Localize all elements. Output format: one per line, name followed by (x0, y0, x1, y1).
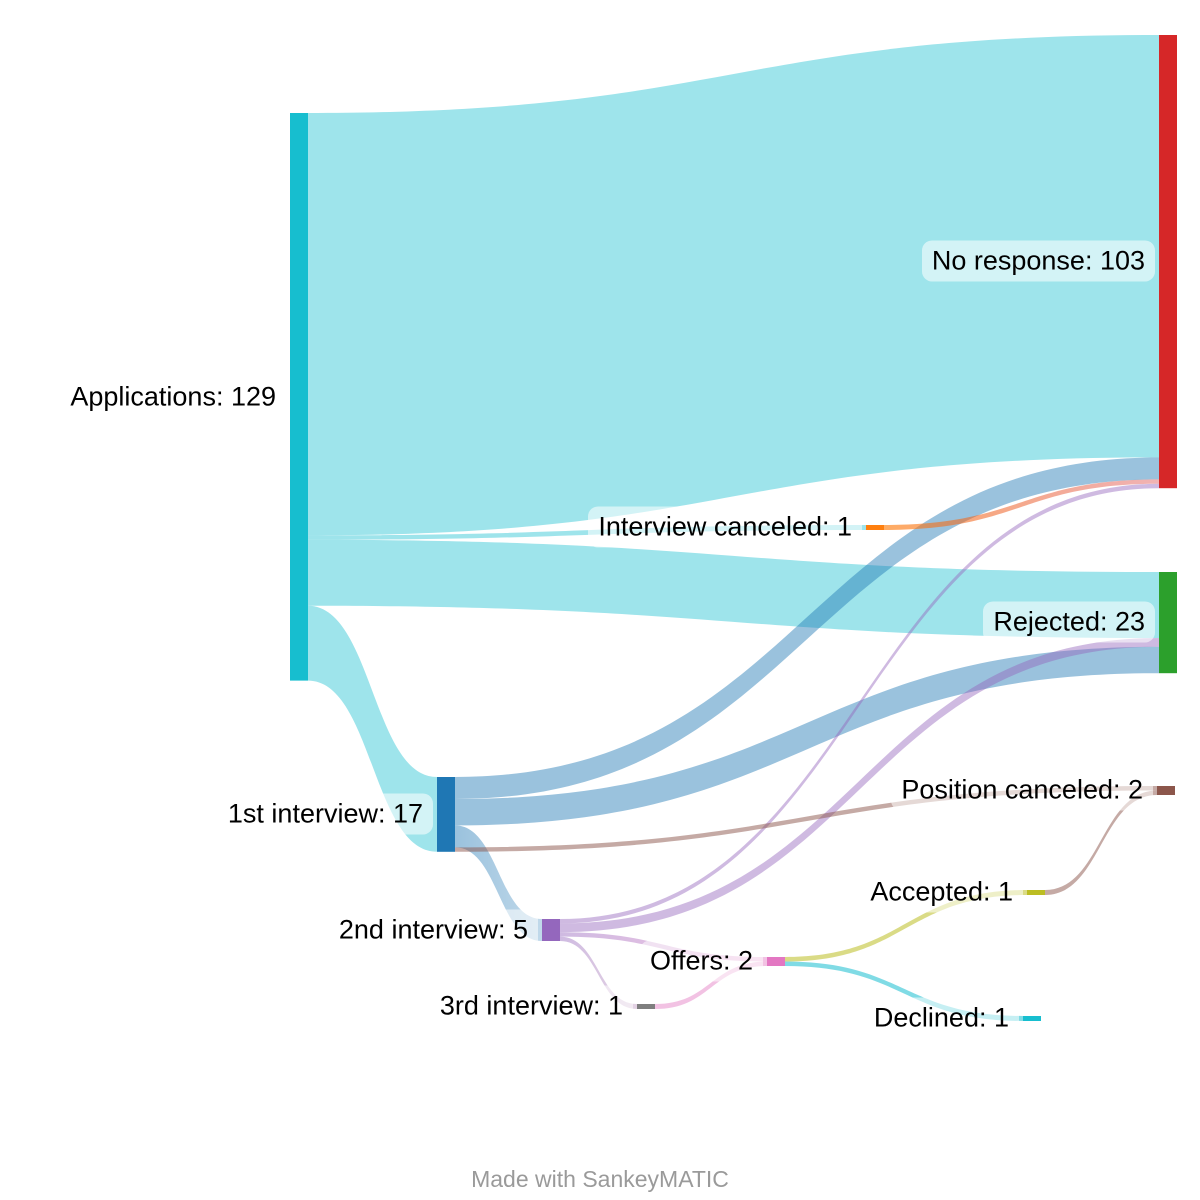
flow-applications-to-rejected (308, 539, 1159, 638)
flow-applications-to-first-interview (308, 605, 437, 852)
flow-accepted-to-position-canceled (1045, 790, 1157, 895)
flow-interview-canceled-to-no-response (884, 479, 1159, 530)
node-interview-canceled (866, 525, 884, 530)
flow-applications-to-no-response (308, 35, 1159, 536)
node-first-interview (437, 777, 455, 852)
flow-third-interview-to-offers (655, 961, 767, 1009)
node-rejected (1159, 572, 1177, 674)
flow-first-interview-to-no-response (455, 457, 1159, 799)
flow-first-interview-to-rejected (455, 646, 1159, 826)
flow-second-interview-to-offers (560, 932, 767, 962)
node-second-interview (542, 919, 560, 941)
flow-first-interview-to-position-canceled (455, 786, 1157, 852)
flow-second-interview-to-rejected (560, 638, 1159, 933)
flow-second-interview-to-third-interview (560, 936, 637, 1009)
flow-second-interview-to-no-response (560, 483, 1159, 924)
footer-credit: Made with SankeyMATIC (471, 1166, 729, 1192)
flow-first-interview-to-second-interview (455, 825, 542, 941)
node-third-interview (637, 1004, 655, 1009)
node-offers (767, 957, 785, 966)
flow-offers-to-declined (785, 961, 1023, 1021)
node-accepted (1027, 890, 1045, 895)
node-declined (1023, 1016, 1041, 1021)
flow-offers-to-accepted (785, 890, 1027, 962)
node-position-canceled (1157, 786, 1175, 795)
node-applications (290, 113, 308, 681)
node-no-response (1159, 35, 1177, 489)
